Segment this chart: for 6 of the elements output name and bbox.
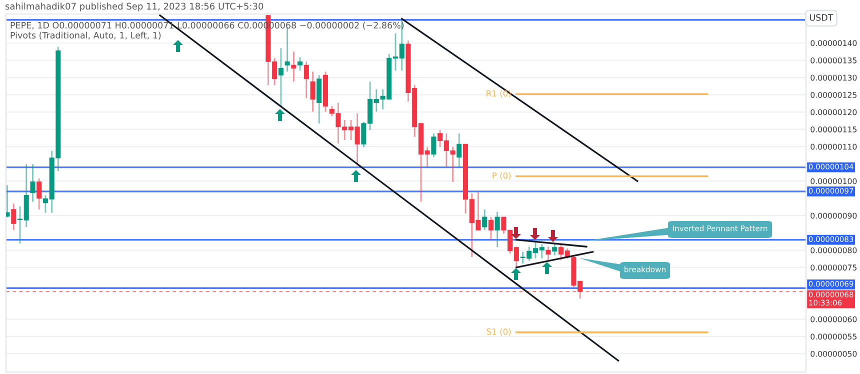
y-axis-title: USDT [810,14,834,21]
series-label: P (0) [492,172,511,180]
series-label: R1 (0) [486,90,511,98]
series-label: S1 (0) [486,328,511,336]
text: sahilmahadik07 published Sep 11, 2023 18:56 UTC+5:30 [5,2,264,12]
text: Pivots (Traditional, Auto, 1, Left, 1) [10,32,161,40]
